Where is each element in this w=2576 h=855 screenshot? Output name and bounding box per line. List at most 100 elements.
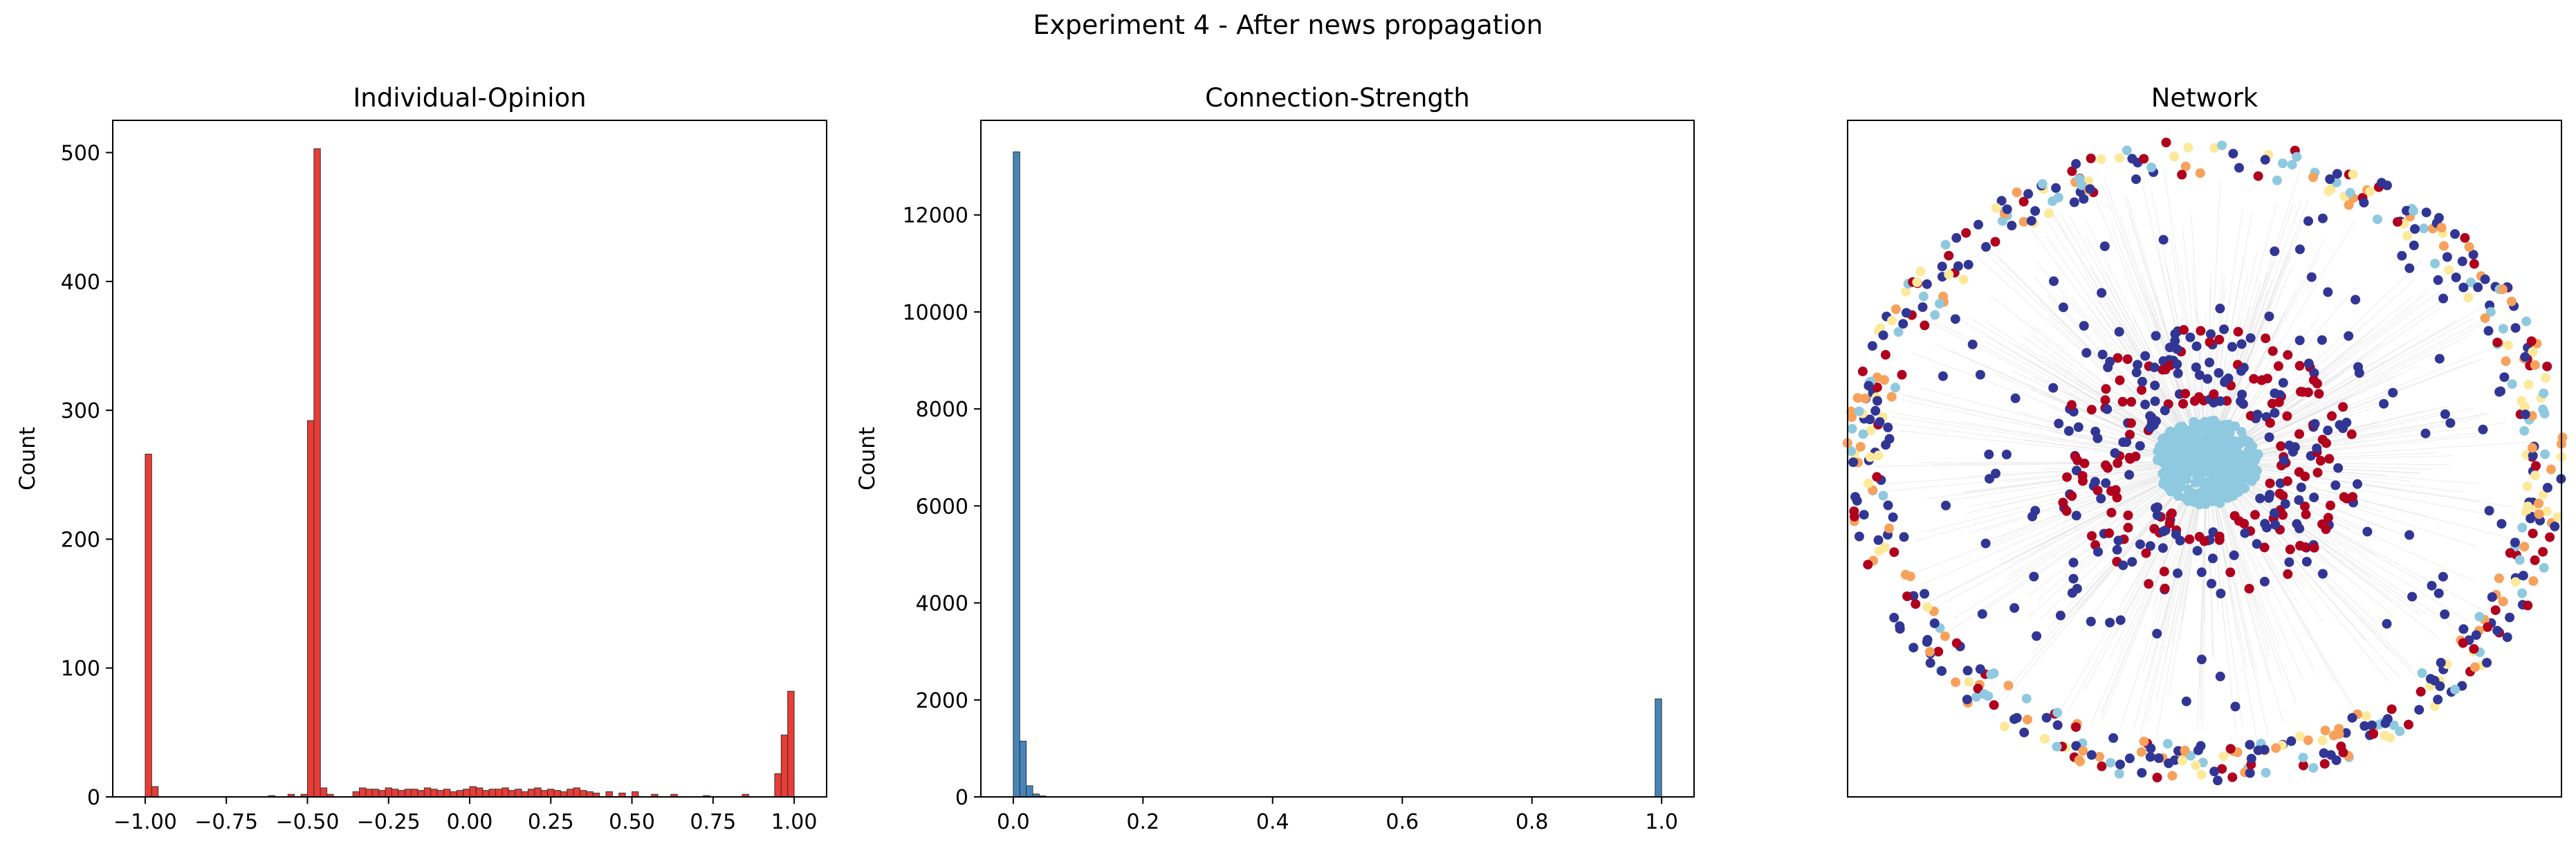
network-node [2175,479,2186,489]
network-node [1934,299,1944,309]
panel-connection-strength: 0.0 0.2 0.4 0.6 0.8 1.0 0 2000 4000 6000 8000 10000… [855,83,1695,834]
network-node [2220,376,2230,386]
network-node [2257,375,2267,385]
network-node [2219,324,2229,334]
network-node [2040,734,2050,744]
network-edge [1918,461,2180,463]
network-edge [2214,481,2270,659]
network-node [2542,483,2552,493]
network-node [2237,389,2247,400]
network-node [1889,612,1899,623]
network-node [2265,418,2275,428]
network-node [1888,512,1898,522]
histogram-bar [787,690,795,798]
network-node [1944,250,1954,261]
network-node [1961,228,1971,238]
network-node [2344,200,2354,210]
network-node [2171,452,2182,462]
network-node [2207,553,2218,564]
network-node [1991,468,2000,479]
network-node [2173,368,2183,378]
network-edge [2234,461,2450,466]
network-node [2227,342,2237,352]
network-edge [1875,463,2180,485]
network-node [2245,445,2255,455]
network-node [2379,398,2389,409]
network-node [2469,644,2479,654]
network-edge [1935,465,2180,504]
x-tick-label: 0.00 [447,810,493,834]
network-edge [2023,439,2180,460]
network-node [1911,599,1921,609]
network-node [2126,396,2137,407]
network-node [2520,352,2530,362]
network-node [2215,304,2225,313]
network-edge [2229,472,2365,555]
network-node [2507,379,2517,389]
network-node [2540,449,2550,459]
histogram-bar [313,148,321,798]
network-node [2286,736,2297,746]
network-node [2158,434,2168,444]
network-node [2106,508,2117,518]
network-node [2294,731,2305,742]
network-node [2334,724,2344,734]
network-node [2468,250,2478,260]
network-node [1883,422,1893,432]
network-node [2172,359,2182,369]
network-node [2242,456,2252,466]
network-node [2171,529,2181,540]
network-node [2530,360,2540,370]
network-edge [1982,468,2181,531]
network-node [2469,662,2480,672]
network-node [2135,441,2145,451]
network-node [2301,509,2311,520]
network-edge [2211,274,2249,442]
network-node [2225,744,2236,754]
network-edge [2059,478,2190,625]
network-node [2087,531,2097,541]
network-node [2442,252,2452,262]
network-node [2191,760,2201,771]
network-node [2395,726,2405,737]
network-node [2026,216,2036,226]
network-node [2069,197,2079,208]
network-node [2066,400,2077,410]
network-node [2194,432,2205,443]
y-tick-label: 300 [61,399,100,423]
network-node [2079,194,2089,204]
network-node [2250,510,2260,520]
network-node [2347,712,2357,723]
network-node [2317,735,2328,746]
network-node [1880,349,1890,360]
network-node [2227,772,2238,782]
network-node [1857,366,1868,376]
network-edge [2229,473,2354,554]
network-node [2485,306,2496,317]
network-node [2067,491,2077,501]
network-edge [2113,481,2200,748]
network-node [2213,775,2223,786]
network-node [2346,429,2357,439]
network-node [2160,445,2171,456]
network-edge [2119,481,2197,649]
network-edge [1882,389,2180,458]
network-node [2195,168,2205,178]
network-node [2278,378,2288,388]
network-node [2523,600,2533,611]
network-node [2115,375,2125,385]
histogram-bar [1655,698,1662,798]
network-node [2338,402,2348,412]
network-node [2030,206,2041,216]
network-node [1893,327,1904,337]
network-node [2092,433,2103,443]
network-node [1951,638,1962,648]
network-node [2294,467,2304,477]
network-node [2206,329,2216,339]
y-axis-label: Count [855,427,880,490]
histogram-bar [573,787,580,798]
network-node [1901,308,1911,318]
network-node [2260,154,2270,165]
network-node [2471,630,2481,641]
network-node [2207,578,2216,589]
